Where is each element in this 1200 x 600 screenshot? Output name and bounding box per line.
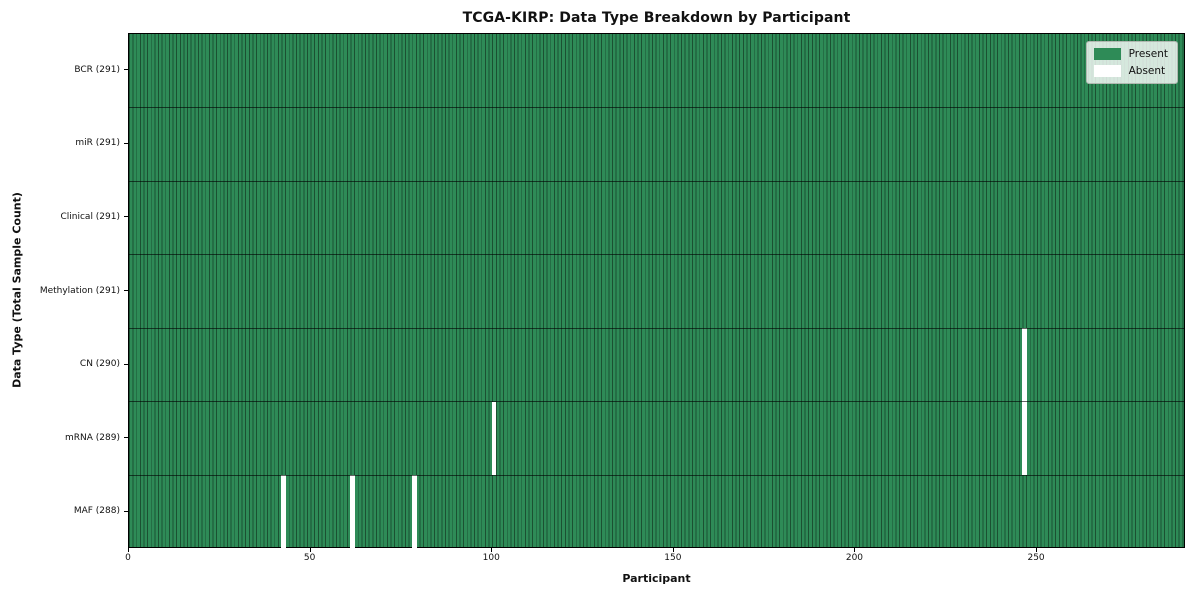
x-tick-mark xyxy=(672,548,674,552)
legend-label-absent: Absent xyxy=(1128,65,1166,77)
legend-label-present: Present xyxy=(1128,48,1168,60)
x-tick-mark xyxy=(1036,548,1038,552)
y-tick-mark xyxy=(124,437,128,439)
x-tick-label-250: 250 xyxy=(1027,553,1045,563)
chart-title: TCGA-KIRP: Data Type Breakdown by Partic… xyxy=(462,10,851,26)
x-axis-label: Participant xyxy=(622,572,691,585)
row-divider xyxy=(129,254,1184,256)
legend-item-present: Present xyxy=(1093,48,1168,60)
row-divider xyxy=(129,327,1184,329)
y-tick-mark xyxy=(124,510,128,512)
absent-mark-MAF-42 xyxy=(280,475,286,549)
y-tick-mark xyxy=(124,142,128,144)
row-divider xyxy=(129,180,1184,182)
row-divider xyxy=(129,107,1184,109)
absent-mark-CN-246 xyxy=(1021,328,1027,402)
row-MAF xyxy=(129,475,1184,549)
y-tick-label-Clinical: Clinical (291) xyxy=(60,211,120,222)
x-tick-label-100: 100 xyxy=(482,553,500,563)
x-tick-mark xyxy=(309,548,311,552)
y-axis-label: Data Type (Total Sample Count) xyxy=(10,192,24,388)
row-divider xyxy=(129,401,1184,403)
absent-mark-MAF-78 xyxy=(411,475,417,549)
y-tick-label-Methylation: Methylation (291) xyxy=(39,285,120,296)
y-tick-label-mRNA: mRNA (289) xyxy=(65,432,120,443)
row-miR xyxy=(129,108,1184,182)
row-Clinical xyxy=(129,181,1184,255)
y-tick-label-MAF: MAF (288) xyxy=(73,506,120,517)
absent-mark-mRNA-246 xyxy=(1021,401,1027,476)
legend: Present Absent xyxy=(1085,41,1178,84)
x-tick-label-50: 50 xyxy=(303,553,316,563)
row-divider xyxy=(129,474,1184,476)
absent-mark-MAF-61 xyxy=(349,475,355,549)
y-tick-label-miR: miR (291) xyxy=(75,138,120,149)
absent-mark-mRNA-100 xyxy=(491,401,497,476)
y-tick-mark xyxy=(124,363,128,365)
plot-area: Present Absent xyxy=(128,33,1185,549)
y-tick-mark xyxy=(124,290,128,291)
legend-swatch-absent-icon xyxy=(1093,65,1121,77)
y-tick-label-CN: CN (290) xyxy=(79,359,120,370)
y-tick-mark xyxy=(124,69,128,71)
y-tick-label-BCR: BCR (291) xyxy=(74,64,120,75)
row-BCR xyxy=(129,34,1184,108)
x-tick-mark xyxy=(491,548,493,552)
y-tick-mark xyxy=(124,216,128,218)
x-tick-mark xyxy=(854,548,856,552)
legend-swatch-present-icon xyxy=(1093,48,1121,60)
x-tick-label-150: 150 xyxy=(664,553,682,563)
x-tick-label-200: 200 xyxy=(845,553,864,563)
x-tick-mark xyxy=(128,548,129,552)
row-Methylation xyxy=(129,255,1184,329)
x-tick-label-0: 0 xyxy=(125,553,131,563)
legend-item-absent: Absent xyxy=(1093,65,1168,77)
